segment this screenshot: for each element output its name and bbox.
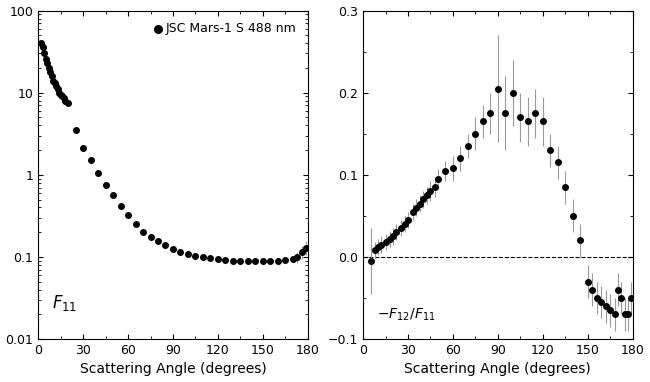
X-axis label: Scattering Angle (degrees): Scattering Angle (degrees): [79, 363, 266, 376]
X-axis label: Scattering Angle (degrees): Scattering Angle (degrees): [404, 363, 592, 376]
Legend: JSC Mars-1 S 488 nm: JSC Mars-1 S 488 nm: [150, 17, 302, 40]
Text: $-F_{12}/F_{11}$: $-F_{12}/F_{11}$: [376, 306, 435, 323]
Text: $F_{11}$: $F_{11}$: [52, 293, 77, 313]
